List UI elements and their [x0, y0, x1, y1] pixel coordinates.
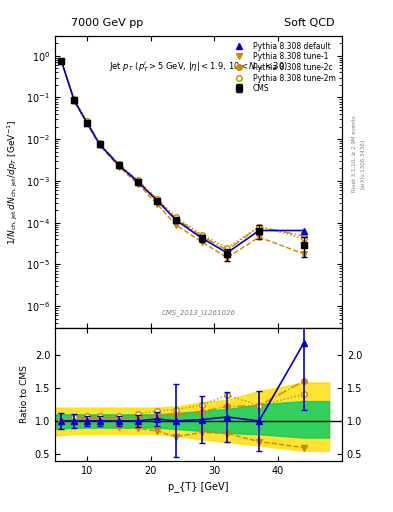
Pythia 8.308 tune-2c [257, 224, 261, 230]
Pythia 8.308 tune-2c [174, 216, 178, 222]
Pythia 8.308 tune-2c [301, 233, 306, 239]
Pythia 8.308 tune-2c [59, 58, 64, 64]
Pythia 8.308 tune-2m [136, 177, 140, 183]
Pythia 8.308 tune-2m [199, 231, 204, 238]
Pythia 8.308 tune-1 [199, 239, 204, 245]
Pythia 8.308 tune-2c [199, 233, 204, 239]
Pythia 8.308 default [155, 198, 160, 204]
Pythia 8.308 tune-2c [72, 97, 77, 103]
Pythia 8.308 tune-2m [97, 140, 102, 146]
Line: Pythia 8.308 tune-1: Pythia 8.308 tune-1 [59, 58, 307, 261]
Pythia 8.308 default [72, 97, 77, 103]
Pythia 8.308 default [84, 119, 89, 125]
Pythia 8.308 tune-1 [84, 120, 89, 126]
Pythia 8.308 default [116, 162, 121, 168]
Text: Jet $p_{T}$ ($p^{l}_{T}>5$ GeV, $|\eta|<1.9$, $10<N_{ch}<30$): Jet $p_{T}$ ($p^{l}_{T}>5$ GeV, $|\eta|<… [109, 59, 288, 74]
Pythia 8.308 tune-1 [301, 251, 306, 257]
Pythia 8.308 tune-2m [155, 196, 160, 202]
Pythia 8.308 tune-1 [225, 254, 230, 261]
Pythia 8.308 tune-1 [257, 234, 261, 240]
Text: [arXiv:1306.3436]: [arXiv:1306.3436] [360, 139, 365, 189]
Line: Pythia 8.308 tune-2c: Pythia 8.308 tune-2c [59, 58, 307, 253]
Pythia 8.308 tune-2m [72, 96, 77, 102]
Text: Rivet 3.1.10, ≥ 2.9M events: Rivet 3.1.10, ≥ 2.9M events [352, 115, 357, 192]
Line: Pythia 8.308 default: Pythia 8.308 default [59, 58, 307, 255]
Pythia 8.308 tune-2m [84, 118, 89, 124]
Pythia 8.308 tune-2m [301, 236, 306, 242]
Pythia 8.308 default [199, 235, 204, 241]
Pythia 8.308 default [257, 227, 261, 233]
Pythia 8.308 tune-2m [225, 245, 230, 251]
Pythia 8.308 tune-1 [174, 222, 178, 228]
Text: 7000 GeV pp: 7000 GeV pp [71, 18, 143, 28]
Line: Pythia 8.308 tune-2m: Pythia 8.308 tune-2m [59, 58, 307, 250]
Pythia 8.308 tune-1 [116, 164, 121, 170]
Pythia 8.308 tune-1 [155, 201, 160, 207]
Pythia 8.308 default [59, 58, 64, 64]
Pythia 8.308 tune-2c [225, 247, 230, 253]
Pythia 8.308 tune-2c [84, 119, 89, 125]
Pythia 8.308 tune-1 [72, 98, 77, 104]
Pythia 8.308 tune-2m [174, 214, 178, 220]
Pythia 8.308 default [301, 227, 306, 233]
Text: Soft QCD: Soft QCD [284, 18, 334, 28]
Pythia 8.308 default [97, 141, 102, 147]
Legend: Pythia 8.308 default, Pythia 8.308 tune-1, Pythia 8.308 tune-2c, Pythia 8.308 tu: Pythia 8.308 default, Pythia 8.308 tune-… [229, 39, 338, 95]
Pythia 8.308 tune-1 [59, 58, 64, 64]
X-axis label: p_{T} [GeV]: p_{T} [GeV] [168, 481, 229, 492]
Pythia 8.308 tune-1 [97, 142, 102, 148]
Pythia 8.308 tune-2c [116, 161, 121, 167]
Y-axis label: $1/N_{\rm ch,jet}\,dN_{\rm ch,jet}/dp_{T}\ [\rm GeV^{-1}]$: $1/N_{\rm ch,jet}\,dN_{\rm ch,jet}/dp_{T… [6, 119, 20, 245]
Pythia 8.308 default [225, 250, 230, 256]
Pythia 8.308 tune-2c [155, 197, 160, 203]
Text: CMS_2013_I1261026: CMS_2013_I1261026 [162, 310, 235, 316]
Pythia 8.308 tune-2c [136, 178, 140, 184]
Pythia 8.308 tune-2m [59, 58, 64, 64]
Pythia 8.308 default [136, 179, 140, 185]
Pythia 8.308 default [174, 217, 178, 223]
Pythia 8.308 tune-2m [257, 224, 261, 230]
Pythia 8.308 tune-2c [97, 141, 102, 147]
Y-axis label: Ratio to CMS: Ratio to CMS [20, 366, 29, 423]
Pythia 8.308 tune-2m [116, 161, 121, 167]
Pythia 8.308 tune-1 [136, 181, 140, 187]
